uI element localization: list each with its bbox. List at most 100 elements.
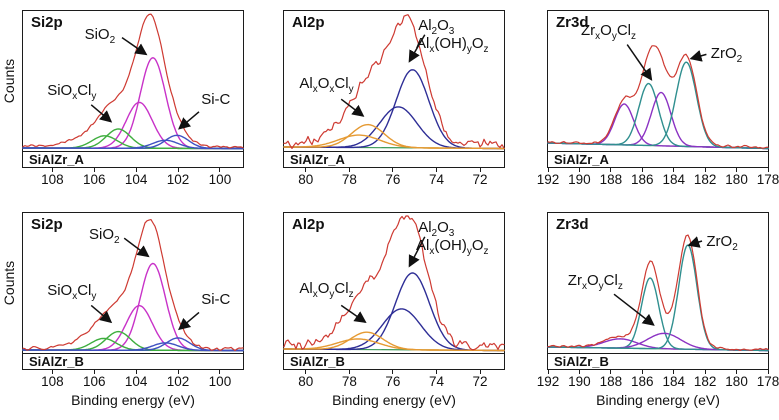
envelope-curve [283,14,505,149]
sample-label: SiAlZr_B [29,354,84,369]
panel-si2p_b: SiAlZr_B Si2p SiO2 SiOxCly Si-C [22,212,244,370]
tick-mark [177,168,179,172]
tick-label: 188 [599,172,623,187]
tick-label: 186 [631,172,654,187]
tick-mark [51,370,53,374]
tick-label: 188 [599,374,623,389]
annotation-label: SiOxCly [47,281,97,302]
tick-label: 106 [82,374,106,389]
x-axis-label-col1: Binding energy (eV) [71,392,195,408]
annotation-label: Si-C [201,291,231,309]
tick-row-zr3d_a: 192 190 188 186 184 182 180 178 [537,168,779,190]
tick-label: 78 [341,172,357,187]
sample-strip: SiAlZr_B [548,353,768,369]
plot-area-si2p_b [22,218,244,352]
plot-area-si2p_a [22,13,244,150]
annotation-arrow [90,304,113,324]
annotation-arrow [687,236,703,248]
tick-mark [135,168,137,172]
fit-curve-AlxOxCly-2nd [283,134,505,150]
envelope-curve [283,215,505,351]
tick-label: 100 [208,374,232,389]
tick-label: 184 [662,172,685,187]
tick-label: 80 [298,374,314,389]
tick-mark [348,370,350,374]
fit-curve-SiO2-2nd [22,101,244,150]
tick-label: 108 [41,374,64,389]
panel-title: Al2p [292,216,325,233]
tick-mark [93,168,95,172]
tick-label: 104 [124,374,148,389]
tick-mark [641,370,643,374]
fit-curve-ZrxOyClz-2nd [547,91,769,150]
tick-label: 74 [428,172,444,187]
tick-mark [177,370,179,374]
tick-mark [392,370,394,374]
tick-mark [704,168,706,172]
sample-strip: SiAlZr_B [284,353,504,369]
sample-strip: SiAlZr_A [284,151,504,167]
tick-mark [219,168,221,172]
annotation-label: Al2O3 [418,218,455,239]
tick-mark [305,370,307,374]
annotation-label: AlxOxCly [299,75,354,96]
tick-label: 190 [568,374,591,389]
tick-mark [392,168,394,172]
panel-si2p_a: SiAlZr_A Si2p SiO2 SiOxCly Si-C [22,10,244,168]
annotation-arrow [340,304,367,324]
fit-curve-Si-C-2nd [22,139,244,150]
tick-label: 182 [693,374,717,389]
sample-strip: SiAlZr_B [23,353,243,369]
plot-area-zr3d_a [547,44,769,150]
annotation-label: Al2O3 [418,16,455,37]
annotation-arrow [689,50,707,62]
annotation-arrow [123,237,150,258]
annotation-label: ZrO2 [710,44,743,65]
annotation-label: ZrO2 [706,232,738,253]
annotation-arrow [613,293,655,326]
tick-mark [93,370,95,374]
panel-title: Si2p [31,14,63,31]
tick-label: 178 [756,374,779,389]
panel-title: Al2p [292,14,325,31]
sample-strip: SiAlZr_A [548,151,768,167]
tick-mark [610,370,612,374]
plot-area-al2p_a [283,14,505,150]
tick-label: 178 [756,172,779,187]
tick-row-zr3d_b: 192 190 188 186 184 182 180 178 [537,370,779,392]
fit-curve-SiO2-2nd [22,304,244,352]
annotation-arrow [178,311,200,331]
tick-label: 192 [536,374,560,389]
annotation-label: ZrxOyClz [567,271,623,292]
tick-label: 108 [41,172,64,187]
tick-mark [435,370,437,374]
fit-curve-ZrO2-2nd [547,82,769,150]
fit-curve-ZrxOyClz-main [547,103,769,150]
tick-label: 74 [428,374,444,389]
annotation-label: SiO2 [84,26,116,47]
sample-label: SiAlZr_B [554,354,609,369]
tick-label: 76 [385,374,401,389]
tick-mark [767,370,769,374]
tick-label: 102 [166,172,190,187]
tick-row-al2p_a: 80 78 76 74 72 [283,168,505,190]
fit-curve-Si-C-2nd [22,342,244,352]
tick-label: 184 [662,374,685,389]
annotation-arrow [178,111,200,130]
fit-curve-AlxOyClz-2nd [283,338,505,352]
fit-curve-Al2O3-2nd [283,106,505,150]
tick-mark [547,370,549,374]
envelope-curve [22,13,244,149]
annotation-label: SiOxCly [47,82,97,103]
annotation-arrow [340,98,365,117]
tick-mark [610,168,612,172]
tick-mark [641,168,643,172]
y-axis-label-row2: Counts [1,260,17,306]
tick-mark [736,370,738,374]
sample-label: SiAlZr_A [290,152,345,167]
tick-row-al2p_b: 80 78 76 74 72 [283,370,505,392]
fit-curve-Si-C-main [22,134,244,150]
tick-row-si2p_a: 108 106 104 102 100 [22,168,244,190]
tick-mark [547,168,549,172]
